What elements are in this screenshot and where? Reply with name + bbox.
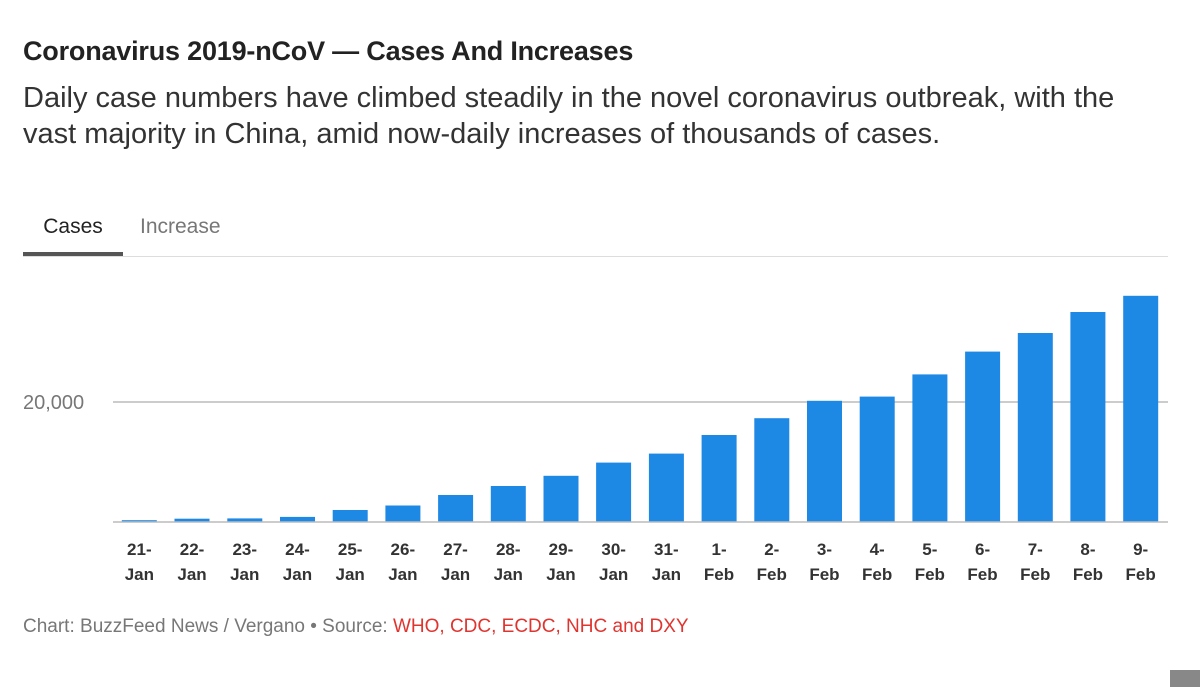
x-tick-label: 30-Jan bbox=[599, 540, 628, 584]
x-tick-label: 27-Jan bbox=[441, 540, 470, 584]
bar[interactable] bbox=[121, 520, 157, 522]
bar[interactable] bbox=[807, 400, 842, 522]
x-tick-label: 31-Jan bbox=[652, 540, 681, 584]
chart-title: Coronavirus 2019-nCoV — Cases And Increa… bbox=[23, 36, 634, 66]
x-tick-label: 3-Feb bbox=[809, 540, 839, 584]
bar[interactable] bbox=[1070, 312, 1106, 522]
bar[interactable] bbox=[227, 518, 263, 522]
x-tick-label: 24-Jan bbox=[283, 540, 312, 584]
bar[interactable] bbox=[596, 462, 632, 522]
x-tick-label: 25-Jan bbox=[336, 540, 365, 584]
bar[interactable] bbox=[701, 435, 737, 522]
x-tick-label: 5-Feb bbox=[915, 540, 945, 584]
tab-bar: Cases Increase bbox=[23, 208, 1168, 257]
bar[interactable] bbox=[280, 516, 315, 522]
bar[interactable] bbox=[438, 495, 474, 522]
footer-credit: Chart: BuzzFeed News / Vergano • Source: bbox=[23, 616, 393, 637]
x-tick-label: 8-Feb bbox=[1073, 540, 1103, 584]
bar[interactable] bbox=[648, 453, 684, 522]
x-tick-label: 28-Jan bbox=[494, 540, 523, 584]
bar-chart: 20,000 21-Jan 22-Jan 23-Jan 24-Jan 25-Jan 26-J… bbox=[23, 295, 1168, 584]
bar[interactable] bbox=[490, 486, 526, 522]
x-tick-label: 6-Feb bbox=[967, 540, 997, 584]
x-tick-label: 23-Jan bbox=[230, 540, 259, 584]
x-tick-label: 26-Jan bbox=[388, 540, 417, 584]
x-tick-label: 2-Feb bbox=[757, 540, 787, 584]
bar[interactable] bbox=[385, 505, 421, 523]
x-tick-label: 9-Feb bbox=[1126, 540, 1156, 584]
bar[interactable] bbox=[1017, 333, 1053, 522]
bar[interactable] bbox=[332, 510, 368, 522]
x-tick-label: 21-Jan bbox=[125, 540, 154, 584]
chart-subtitle: Daily case numbers have climbed steadily… bbox=[23, 82, 1115, 150]
bar[interactable] bbox=[965, 351, 1001, 522]
x-tick-label: 22-Jan bbox=[177, 540, 206, 584]
x-tick-label: 1-Feb bbox=[704, 540, 734, 584]
chart-footer: Chart: BuzzFeed News / Vergano • Source:… bbox=[23, 616, 689, 638]
tab-increase[interactable]: Increase bbox=[140, 215, 221, 238]
bar[interactable] bbox=[912, 374, 948, 522]
x-tick-label: 4-Feb bbox=[862, 540, 892, 584]
footer-source-link[interactable]: WHO, CDC, ECDC, NHC and DXY bbox=[392, 616, 689, 637]
bar[interactable] bbox=[1123, 295, 1159, 522]
bar[interactable] bbox=[543, 475, 579, 522]
tab-cases[interactable]: Cases bbox=[23, 208, 123, 256]
bar[interactable] bbox=[754, 418, 790, 522]
bar[interactable] bbox=[174, 518, 210, 522]
corner-widget[interactable] bbox=[1170, 670, 1200, 687]
x-tick-label: 29-Jan bbox=[546, 540, 575, 584]
y-tick-label: 20,000 bbox=[23, 392, 84, 414]
x-tick-label: 7-Feb bbox=[1020, 540, 1050, 584]
bar[interactable] bbox=[859, 396, 895, 522]
